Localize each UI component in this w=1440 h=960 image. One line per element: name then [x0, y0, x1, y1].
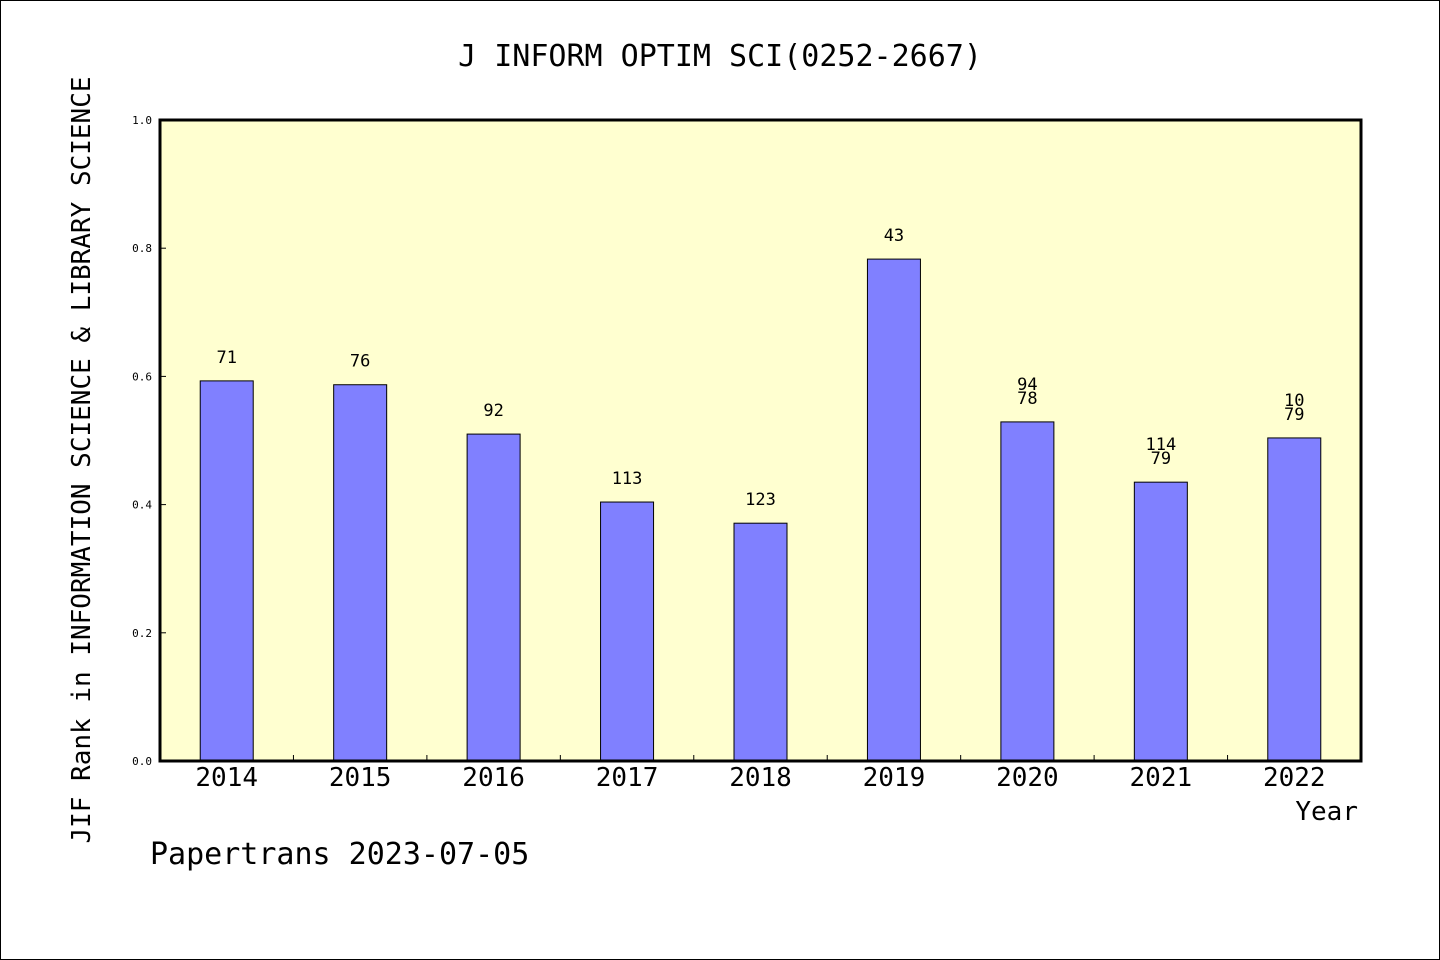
- data-label: 43: [884, 226, 904, 246]
- x-tick-label: 2014: [195, 763, 258, 793]
- y-tick-label: 0.8: [132, 242, 152, 255]
- bar-2019: [866, 258, 921, 762]
- y-tick-label: 0.6: [132, 370, 152, 383]
- x-tick-label: 2016: [462, 763, 525, 793]
- bar-2017: [600, 501, 655, 762]
- bar-2015: [333, 384, 388, 762]
- y-tick-label: 0.0: [132, 755, 152, 768]
- data-label: 78: [1017, 389, 1037, 409]
- bar-2020: [1000, 421, 1055, 762]
- data-label: 114: [1145, 435, 1176, 455]
- bar-2016: [466, 433, 521, 762]
- bar-2021: [1133, 481, 1188, 762]
- bar-2022: [1267, 437, 1322, 762]
- bar-2018: [733, 522, 788, 762]
- y-tick-label: 0.2: [132, 627, 152, 640]
- bar-2014: [199, 380, 254, 762]
- data-label: 123: [745, 490, 776, 510]
- x-tick-label: 2020: [996, 763, 1059, 793]
- data-label: 92: [483, 401, 503, 421]
- x-tick-label: 2017: [596, 763, 659, 793]
- x-tick-label: 2015: [329, 763, 392, 793]
- data-label: 79: [1151, 449, 1171, 469]
- y-axis-label: JIF Rank in INFORMATION SCIENCE & LIBRAR…: [67, 76, 97, 843]
- data-label: 113: [612, 469, 643, 489]
- data-label: 10: [1284, 391, 1304, 411]
- x-tick-label: 2019: [863, 763, 926, 793]
- x-axis-label: Year: [1295, 797, 1358, 827]
- y-tick-label: 0.4: [132, 499, 152, 512]
- footer-credit: Papertrans 2023-07-05: [150, 837, 529, 872]
- data-label: 76: [350, 352, 370, 372]
- data-label: 79: [1284, 405, 1304, 425]
- data-label: 94: [1017, 375, 1037, 395]
- y-tick-label: 1.0: [132, 114, 152, 127]
- plot-border: [158, 118, 1363, 763]
- x-tick-label: 2021: [1130, 763, 1193, 793]
- chart-title: J INFORM OPTIM SCI(0252-2667): [458, 39, 982, 74]
- data-label: 71: [216, 348, 236, 368]
- x-tick-label: 2018: [729, 763, 792, 793]
- axis-ticks-group: 0.0 0.2 0.4 0.6 0.8 1.0 2014 2015 2016 2017 2018 20…: [132, 114, 1325, 793]
- x-tick-label: 2022: [1263, 763, 1326, 793]
